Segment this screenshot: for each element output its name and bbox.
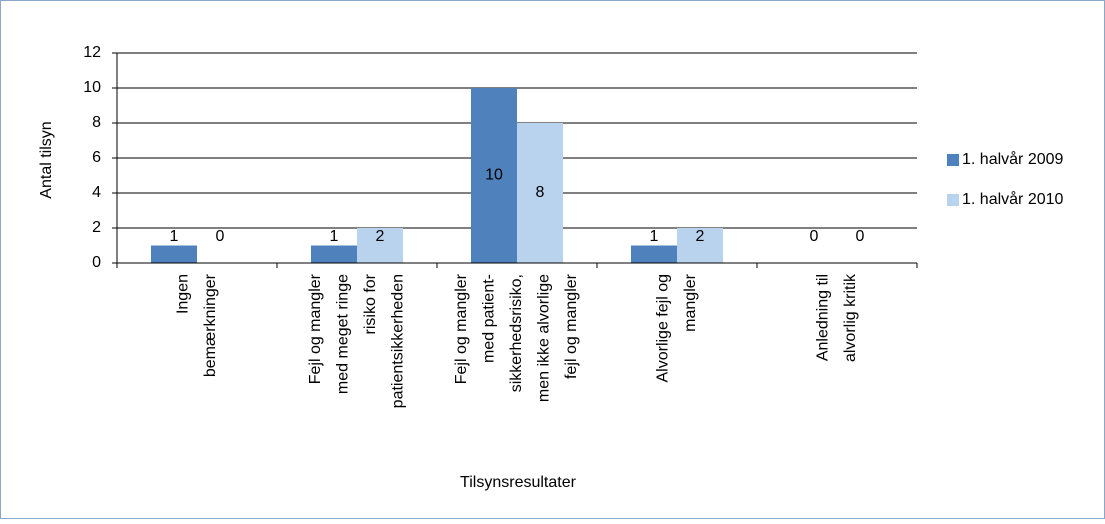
x-tick-label: patientsikkerheden xyxy=(389,274,406,408)
y-tick-label: 8 xyxy=(92,114,101,131)
data-label: 0 xyxy=(216,228,225,245)
y-tick-label: 4 xyxy=(92,184,101,201)
x-tick-label: Ingen xyxy=(174,274,191,314)
data-label: 0 xyxy=(810,228,819,245)
legend-label: 1. halvår 2010 xyxy=(962,190,1064,208)
x-tick-label: Alvorlige fejl og xyxy=(654,274,671,383)
y-axis-title: Antal tilsyn xyxy=(38,121,55,198)
x-tick-label: Anledning til xyxy=(814,274,831,361)
data-label: 1 xyxy=(330,228,339,245)
data-label: 1 xyxy=(170,228,179,245)
bar xyxy=(631,245,677,263)
y-tick-label: 6 xyxy=(92,149,101,166)
data-label: 2 xyxy=(376,228,385,245)
x-tick-label: med patient- xyxy=(481,274,498,363)
bar xyxy=(151,245,197,263)
data-label: 8 xyxy=(536,184,545,201)
x-tick-label: men ikke alvorlige xyxy=(536,274,553,402)
legend-swatch xyxy=(947,194,959,206)
x-tick-label: Fejl og mangler xyxy=(307,273,324,384)
y-tick-label: 0 xyxy=(92,254,101,271)
y-tick-label: 12 xyxy=(83,44,101,61)
x-tick-label: Fejl og mangler xyxy=(453,273,470,384)
bar xyxy=(517,123,563,263)
x-tick-label: sikkerhedsrisiko, xyxy=(508,274,525,392)
y-tick-label: 10 xyxy=(83,79,101,96)
data-label: 1 xyxy=(650,228,659,245)
x-tick-label: risiko for xyxy=(362,273,379,334)
x-tick-label: fejl og mangler xyxy=(563,273,580,379)
legend-swatch xyxy=(947,154,959,166)
x-axis-title: Tilsynsresultater xyxy=(460,474,577,491)
bar xyxy=(311,245,357,263)
bar xyxy=(357,228,403,263)
data-label: 10 xyxy=(485,167,503,184)
data-label: 2 xyxy=(696,228,705,245)
x-tick-label: alvorlig kritik xyxy=(842,273,859,362)
legend-label: 1. halvår 2009 xyxy=(962,150,1064,168)
bar xyxy=(677,228,723,263)
data-label: 0 xyxy=(856,228,865,245)
x-tick-label: bemærkninger xyxy=(202,273,219,377)
bar xyxy=(471,88,517,263)
y-tick-label: 2 xyxy=(92,219,101,236)
x-tick-label: mangler xyxy=(682,273,699,331)
x-tick-label: med meget ringe xyxy=(334,274,351,394)
